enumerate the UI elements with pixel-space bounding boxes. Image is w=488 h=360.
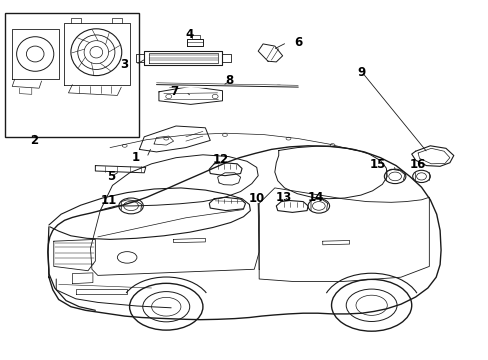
- Text: 16: 16: [409, 158, 426, 171]
- Text: 5: 5: [107, 170, 115, 183]
- Text: 10: 10: [248, 192, 264, 205]
- Text: 8: 8: [225, 75, 233, 87]
- Text: 3: 3: [120, 58, 128, 71]
- Text: 7: 7: [170, 85, 178, 98]
- Bar: [5, 13, 139, 137]
- Text: 15: 15: [369, 158, 386, 171]
- Text: 12: 12: [212, 153, 229, 166]
- Text: 1: 1: [131, 151, 139, 164]
- Text: 13: 13: [275, 191, 291, 204]
- Text: 11: 11: [101, 194, 117, 207]
- Text: 14: 14: [306, 191, 323, 204]
- Text: 2: 2: [30, 134, 38, 147]
- Text: 4: 4: [185, 28, 193, 41]
- Text: 9: 9: [357, 66, 365, 78]
- Text: 6: 6: [294, 36, 302, 49]
